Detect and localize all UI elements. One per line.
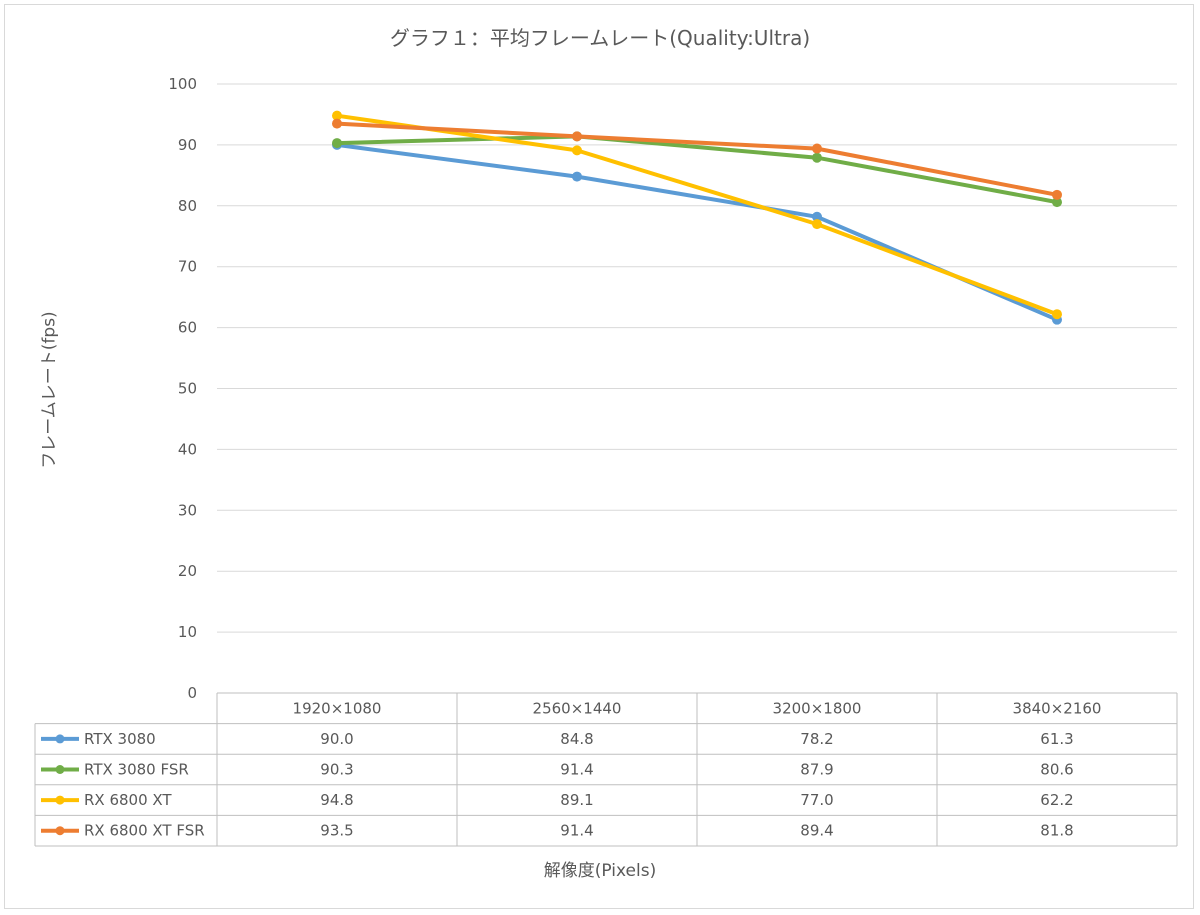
legend-marker-2 [55, 795, 65, 805]
legend-label: RX 6800 XT [84, 791, 172, 809]
data-table-cell: 89.4 [800, 822, 833, 840]
data-table-cell: 77.0 [800, 791, 833, 809]
data-point [1052, 309, 1062, 320]
y-tick-label-20: 20 [178, 562, 197, 580]
x-category-label: 3200×1800 [773, 699, 862, 717]
y-tick-label-80: 80 [178, 197, 197, 215]
data-table-cell: 90.3 [320, 761, 353, 779]
data-point [572, 131, 582, 142]
data-table-cell: 80.6 [1040, 761, 1073, 779]
series-line-1 [335, 134, 1059, 205]
chart-title: グラフ１：平均フレームレート(Quality:Ultra) [389, 26, 811, 50]
series-line-3 [335, 121, 1059, 197]
legend-label: RTX 3080 [84, 730, 156, 748]
legend-label: RX 6800 XT FSR [84, 822, 205, 840]
legend-marker-3 [55, 826, 65, 836]
y-tick-label-60: 60 [178, 319, 197, 337]
data-point [332, 118, 342, 129]
series-line-2 [335, 113, 1059, 317]
y-tick-label-70: 70 [178, 258, 197, 276]
data-point [572, 171, 582, 182]
data-point [332, 110, 342, 121]
y-tick-label-90: 90 [178, 136, 197, 154]
series-line-0 [335, 142, 1059, 322]
y-tick-label-30: 30 [178, 501, 197, 519]
x-axis-label: 解像度(Pixels) [543, 861, 657, 881]
data-table-cell: 89.1 [560, 791, 593, 809]
data-point [1052, 197, 1062, 208]
x-category-label: 3840×2160 [1013, 699, 1102, 717]
legend-marker-0 [55, 734, 65, 744]
data-point [812, 219, 822, 230]
data-table-cell: 93.5 [320, 822, 353, 840]
legend-marker-1 [55, 765, 65, 774]
data-table-cell: 62.2 [1040, 791, 1073, 809]
data-table-cell: 81.8 [1040, 822, 1073, 840]
data-table-cell: 61.3 [1040, 730, 1073, 748]
chart-frame [4, 4, 1194, 909]
data-table-cell: 94.8 [320, 791, 353, 809]
data-table-cell: 91.4 [560, 822, 593, 840]
data-table-cell: 91.4 [560, 761, 593, 779]
y-tick-label-0: 0 [187, 684, 197, 702]
x-category-label: 2560×1440 [533, 699, 622, 717]
data-point [332, 138, 342, 149]
data-table-cell: 90.0 [320, 730, 353, 748]
data-table-cell: 87.9 [800, 761, 833, 779]
data-point [812, 143, 822, 154]
data-table-cell: 78.2 [800, 730, 833, 748]
data-point [812, 152, 822, 163]
data-point [572, 145, 582, 156]
data-table-cell: 84.8 [560, 730, 593, 748]
y-tick-label-40: 40 [178, 440, 197, 458]
data-point [812, 211, 822, 222]
legend-label: RTX 3080 FSR [84, 761, 189, 779]
x-category-label: 1920×1080 [293, 699, 382, 717]
data-point [1052, 189, 1062, 200]
y-tick-label-10: 10 [178, 623, 197, 641]
y-tick-label-100: 100 [168, 75, 197, 93]
y-tick-label-50: 50 [178, 380, 197, 398]
